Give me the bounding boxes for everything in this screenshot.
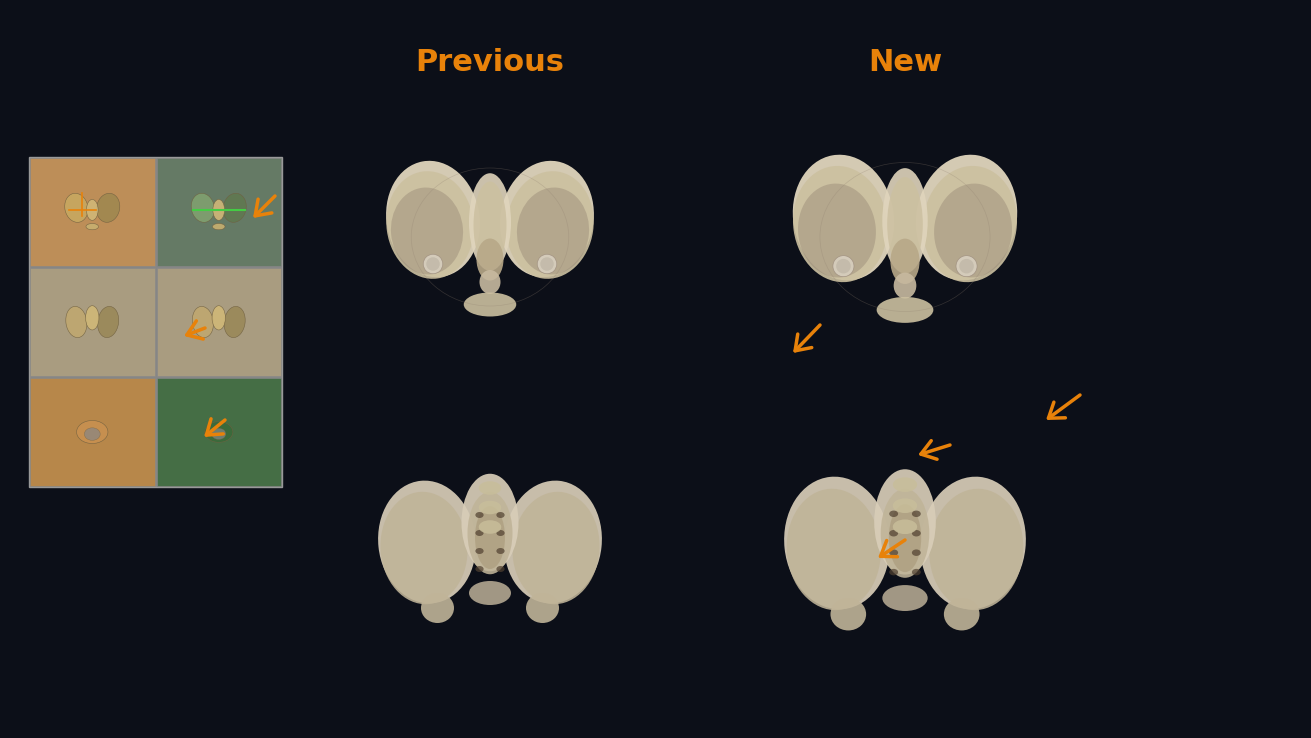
Ellipse shape — [497, 566, 505, 572]
Ellipse shape — [894, 272, 916, 299]
Ellipse shape — [787, 489, 881, 610]
Bar — [30, 158, 155, 266]
Ellipse shape — [830, 598, 867, 630]
Ellipse shape — [212, 306, 225, 330]
Ellipse shape — [517, 187, 589, 275]
Ellipse shape — [960, 259, 974, 274]
Ellipse shape — [920, 477, 1027, 610]
Ellipse shape — [479, 520, 501, 534]
Ellipse shape — [882, 585, 928, 611]
Ellipse shape — [874, 469, 936, 575]
Text: New: New — [868, 48, 943, 77]
Ellipse shape — [784, 477, 890, 610]
Bar — [30, 268, 155, 376]
Ellipse shape — [889, 569, 898, 576]
Ellipse shape — [893, 498, 918, 513]
Ellipse shape — [526, 593, 558, 623]
Ellipse shape — [212, 224, 225, 230]
Ellipse shape — [506, 171, 594, 279]
Ellipse shape — [66, 306, 87, 337]
Ellipse shape — [475, 506, 505, 569]
Ellipse shape — [469, 173, 511, 271]
Ellipse shape — [893, 477, 918, 492]
Ellipse shape — [205, 421, 233, 442]
Ellipse shape — [76, 421, 108, 444]
Ellipse shape — [882, 168, 928, 274]
Ellipse shape — [479, 501, 501, 514]
Ellipse shape — [64, 193, 88, 222]
Ellipse shape — [87, 224, 98, 230]
Ellipse shape — [473, 182, 506, 269]
Ellipse shape — [889, 549, 898, 556]
Bar — [156, 378, 281, 486]
Ellipse shape — [476, 548, 484, 554]
Ellipse shape — [391, 187, 463, 275]
Bar — [29, 157, 282, 487]
Ellipse shape — [889, 511, 898, 517]
Ellipse shape — [84, 428, 100, 441]
Ellipse shape — [191, 193, 215, 222]
Bar — [30, 378, 155, 486]
Ellipse shape — [881, 489, 929, 578]
Ellipse shape — [426, 258, 439, 271]
Ellipse shape — [836, 259, 851, 274]
Ellipse shape — [193, 306, 214, 337]
Ellipse shape — [889, 504, 922, 572]
Ellipse shape — [793, 155, 894, 280]
Ellipse shape — [912, 549, 920, 556]
Ellipse shape — [421, 593, 454, 623]
Ellipse shape — [538, 255, 557, 274]
Ellipse shape — [877, 297, 933, 323]
Ellipse shape — [461, 474, 518, 571]
Ellipse shape — [85, 306, 98, 330]
Ellipse shape — [505, 480, 602, 604]
Ellipse shape — [476, 566, 484, 572]
Ellipse shape — [497, 530, 505, 536]
Ellipse shape — [956, 255, 977, 277]
Ellipse shape — [211, 428, 225, 440]
Ellipse shape — [912, 530, 920, 537]
Ellipse shape — [97, 193, 119, 222]
Ellipse shape — [223, 193, 246, 222]
Ellipse shape — [224, 306, 245, 337]
Ellipse shape — [423, 255, 443, 274]
Ellipse shape — [912, 569, 920, 576]
Ellipse shape — [540, 258, 553, 271]
Ellipse shape — [923, 166, 1017, 282]
Ellipse shape — [476, 530, 484, 536]
Ellipse shape — [929, 489, 1024, 610]
Bar — [156, 158, 281, 266]
Ellipse shape — [497, 548, 505, 554]
Ellipse shape — [476, 238, 503, 280]
Ellipse shape — [499, 161, 594, 277]
Ellipse shape — [793, 166, 888, 282]
Ellipse shape — [916, 155, 1017, 280]
Ellipse shape — [97, 306, 119, 337]
Ellipse shape — [889, 530, 898, 537]
Ellipse shape — [480, 270, 501, 294]
Ellipse shape — [87, 199, 98, 221]
Ellipse shape — [387, 161, 480, 277]
Ellipse shape — [468, 492, 513, 574]
Ellipse shape — [378, 480, 476, 604]
Ellipse shape — [935, 184, 1012, 277]
Ellipse shape — [479, 481, 501, 494]
Ellipse shape — [798, 184, 876, 277]
Text: Previous: Previous — [416, 48, 565, 77]
Ellipse shape — [497, 512, 505, 518]
Ellipse shape — [888, 177, 923, 271]
Ellipse shape — [832, 255, 853, 277]
Ellipse shape — [476, 512, 484, 518]
Ellipse shape — [469, 581, 511, 605]
Ellipse shape — [513, 492, 599, 604]
Bar — [156, 268, 281, 376]
Ellipse shape — [380, 492, 468, 604]
Ellipse shape — [890, 238, 919, 284]
Ellipse shape — [387, 171, 473, 279]
Ellipse shape — [912, 511, 920, 517]
Ellipse shape — [893, 520, 918, 534]
Ellipse shape — [212, 199, 224, 221]
Ellipse shape — [464, 292, 517, 317]
Ellipse shape — [944, 598, 979, 630]
